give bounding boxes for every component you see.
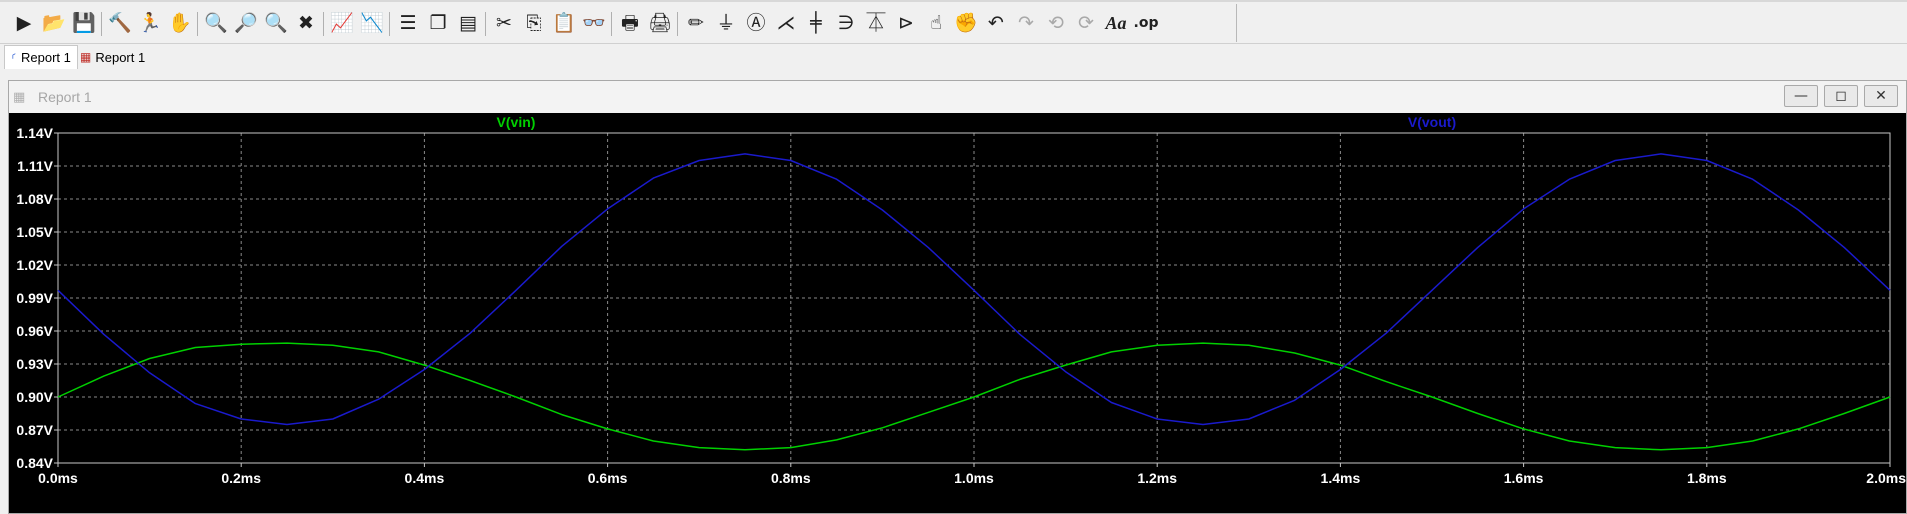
toolbar-separator <box>389 12 390 36</box>
run-button[interactable]: ▶ <box>16 11 32 34</box>
undo-button[interactable]: ↶ <box>988 11 1004 34</box>
ground-button[interactable]: ⏚ <box>716 11 736 34</box>
find-button[interactable]: 👓 <box>582 11 606 34</box>
resistor-button[interactable]: ⋌ <box>776 11 796 34</box>
x-axis-ticks: 0.0ms 0.2ms 0.4ms 0.6ms 0.8ms 1.0ms 1.2ms 1.4ms… <box>38 463 1906 486</box>
x-tick-label: 1.8ms <box>1687 470 1727 486</box>
plot-background[interactable] <box>9 113 1906 513</box>
x-tick-label: 0.4ms <box>405 470 445 486</box>
y-tick-label: 1.11V <box>17 158 53 174</box>
y-tick-label: 1.08V <box>16 191 53 207</box>
menu-bar-remnant <box>0 0 1907 2</box>
tile-horizontal-button[interactable]: ☰ <box>399 11 417 34</box>
x-tick-label: 1.6ms <box>1504 470 1544 486</box>
y-tick-label: 1.02V <box>16 257 53 273</box>
control-panel-button[interactable]: 🔨 <box>108 11 132 34</box>
zoom-fit-button[interactable]: ✖ <box>298 11 314 34</box>
y-tick-label: 0.93V <box>16 356 53 372</box>
y-tick-label: 1.05V <box>16 224 53 240</box>
window-title: Report 1 <box>38 89 92 105</box>
x-tick-label: 0.6ms <box>588 470 628 486</box>
diode-button[interactable]: ⏄ <box>866 11 886 34</box>
cascade-button[interactable]: ❐ <box>429 11 447 34</box>
waveform-icon: ▦ <box>80 50 92 64</box>
halt-button[interactable]: 🏃 <box>138 11 162 34</box>
grid-lines <box>58 133 1890 463</box>
inductor-button[interactable]: ∋ <box>837 11 855 34</box>
y-tick-label: 0.99V <box>16 290 53 306</box>
autorange-button[interactable]: 📈 <box>330 11 354 34</box>
spice-directive-button[interactable]: .op <box>1133 15 1159 31</box>
x-tick-label: 2.0ms <box>1866 470 1906 486</box>
y-tick-label: 0.84V <box>16 455 53 471</box>
rotate-button[interactable]: ⟲ <box>1048 11 1064 34</box>
x-tick-label: 0.8ms <box>771 470 811 486</box>
series-lines <box>57 153 1891 451</box>
y-tick-label: 0.87V <box>16 422 53 438</box>
toolbar-separator <box>101 12 102 36</box>
trace-label-vvin[interactable]: V(vin) <box>497 114 536 130</box>
document-tabstrip: ⸂ Report 1 ▦ Report 1 <box>0 45 1907 71</box>
toolbar-separator <box>485 12 486 36</box>
waveform-plot[interactable]: 1.14V 1.11V 1.08V 1.05V 1.02V 0.99V 0.96V 0.93V… <box>9 113 1906 513</box>
tab-label: Report 1 <box>95 49 146 65</box>
x-tick-label: 0.2ms <box>221 470 261 486</box>
toolbar-separator <box>323 12 324 36</box>
toolbar-separator <box>611 12 612 36</box>
close-button[interactable]: ✕ <box>1864 85 1898 107</box>
y-tick-label: 0.90V <box>16 389 53 405</box>
waveform-window: ▦ Report 1 — ◻ ✕ 1.14V 1.11V 1.08V 1.05V 1.0… <box>8 80 1907 514</box>
tab-waveform-report-1[interactable]: ▦ Report 1 <box>74 45 151 69</box>
series-line-vvin[interactable] <box>57 342 1891 451</box>
print-button[interactable]: 🖶 <box>621 11 639 34</box>
y-tick-label: 0.96V <box>16 323 53 339</box>
tab-label: Report 1 <box>21 50 71 65</box>
paste-button[interactable]: 📋 <box>552 11 576 34</box>
open-button[interactable]: 📂 <box>42 11 66 34</box>
main-toolbar: ▶ 📂 💾 🔨 🏃 ✋ 🔍 🔎 🔍 ✖ 📈 📉 ☰ ❐ ▤ ✂ ⎘ 📋 👓 🖶 🖨 ✏ ⏚ Ⓐ ⋌ ╪ ∋ ⏄ ⊳ ☝ ✊ ↶ ↷ ⟲ ⟳ Aa .op <box>0 0 1907 44</box>
toolbar-button-group: ▶ 📂 💾 🔨 🏃 ✋ 🔍 🔎 🔍 ✖ 📈 📉 ☰ ❐ ▤ ✂ ⎘ 📋 👓 🖶 🖨 ✏ ⏚ Ⓐ ⋌ ╪ ∋ ⏄ ⊳ ☝ ✊ ↶ ↷ ⟲ ⟳ Aa .op <box>4 4 1237 42</box>
y-axis-ticks: 1.14V 1.11V 1.08V 1.05V 1.02V 0.99V 0.96V 0.93V… <box>16 125 58 471</box>
maximize-button[interactable]: ◻ <box>1824 85 1858 107</box>
move-button[interactable]: ☝ <box>930 11 942 34</box>
text-button[interactable]: Aa <box>1105 13 1127 33</box>
label-net-button[interactable]: Ⓐ <box>746 11 766 34</box>
window-titlebar: ▦ Report 1 — ◻ ✕ <box>9 81 1906 114</box>
save-button[interactable]: 💾 <box>72 11 96 34</box>
capacitor-button[interactable]: ╪ <box>810 11 822 34</box>
copy-button[interactable]: ⎘ <box>526 11 542 34</box>
draw-wire-button[interactable]: ✏ <box>688 11 704 34</box>
x-tick-label: 1.4ms <box>1321 470 1361 486</box>
zoom-area-button[interactable]: 🔍 <box>204 11 228 34</box>
tile-vertical-button[interactable]: ▤ <box>459 11 477 34</box>
waveform-window-icon: ▦ <box>13 90 26 105</box>
series-line-vvout[interactable] <box>57 153 1891 426</box>
trace-label-vvout[interactable]: V(vout) <box>1408 114 1456 130</box>
component-button[interactable]: ⊳ <box>898 11 914 34</box>
waveform-cursor-button[interactable]: 📉 <box>360 11 384 34</box>
y-tick-label: 1.14V <box>16 125 53 141</box>
pan-button[interactable]: ✋ <box>168 11 192 34</box>
print-preview-button[interactable]: 🖨 <box>647 11 673 34</box>
zoom-back-button[interactable]: 🔎 <box>234 11 258 34</box>
redo-button[interactable]: ↷ <box>1018 11 1034 34</box>
zoom-out-button[interactable]: 🔍 <box>264 11 288 34</box>
x-tick-label: 1.0ms <box>954 470 994 486</box>
cut-button[interactable]: ✂ <box>496 11 512 34</box>
drag-button[interactable]: ✊ <box>954 11 978 34</box>
trace-labels: V(vin) V(vout) <box>497 114 1457 130</box>
x-tick-label: 1.2ms <box>1137 470 1177 486</box>
toolbar-separator <box>197 12 198 36</box>
tab-schematic-report-1[interactable]: ⸂ Report 1 <box>4 45 78 69</box>
schematic-icon: ⸂ <box>11 51 18 65</box>
x-tick-label: 0.0ms <box>38 470 78 486</box>
minimize-button[interactable]: — <box>1784 85 1818 107</box>
toolbar-separator <box>677 12 678 36</box>
mirror-button[interactable]: ⟳ <box>1078 11 1094 34</box>
